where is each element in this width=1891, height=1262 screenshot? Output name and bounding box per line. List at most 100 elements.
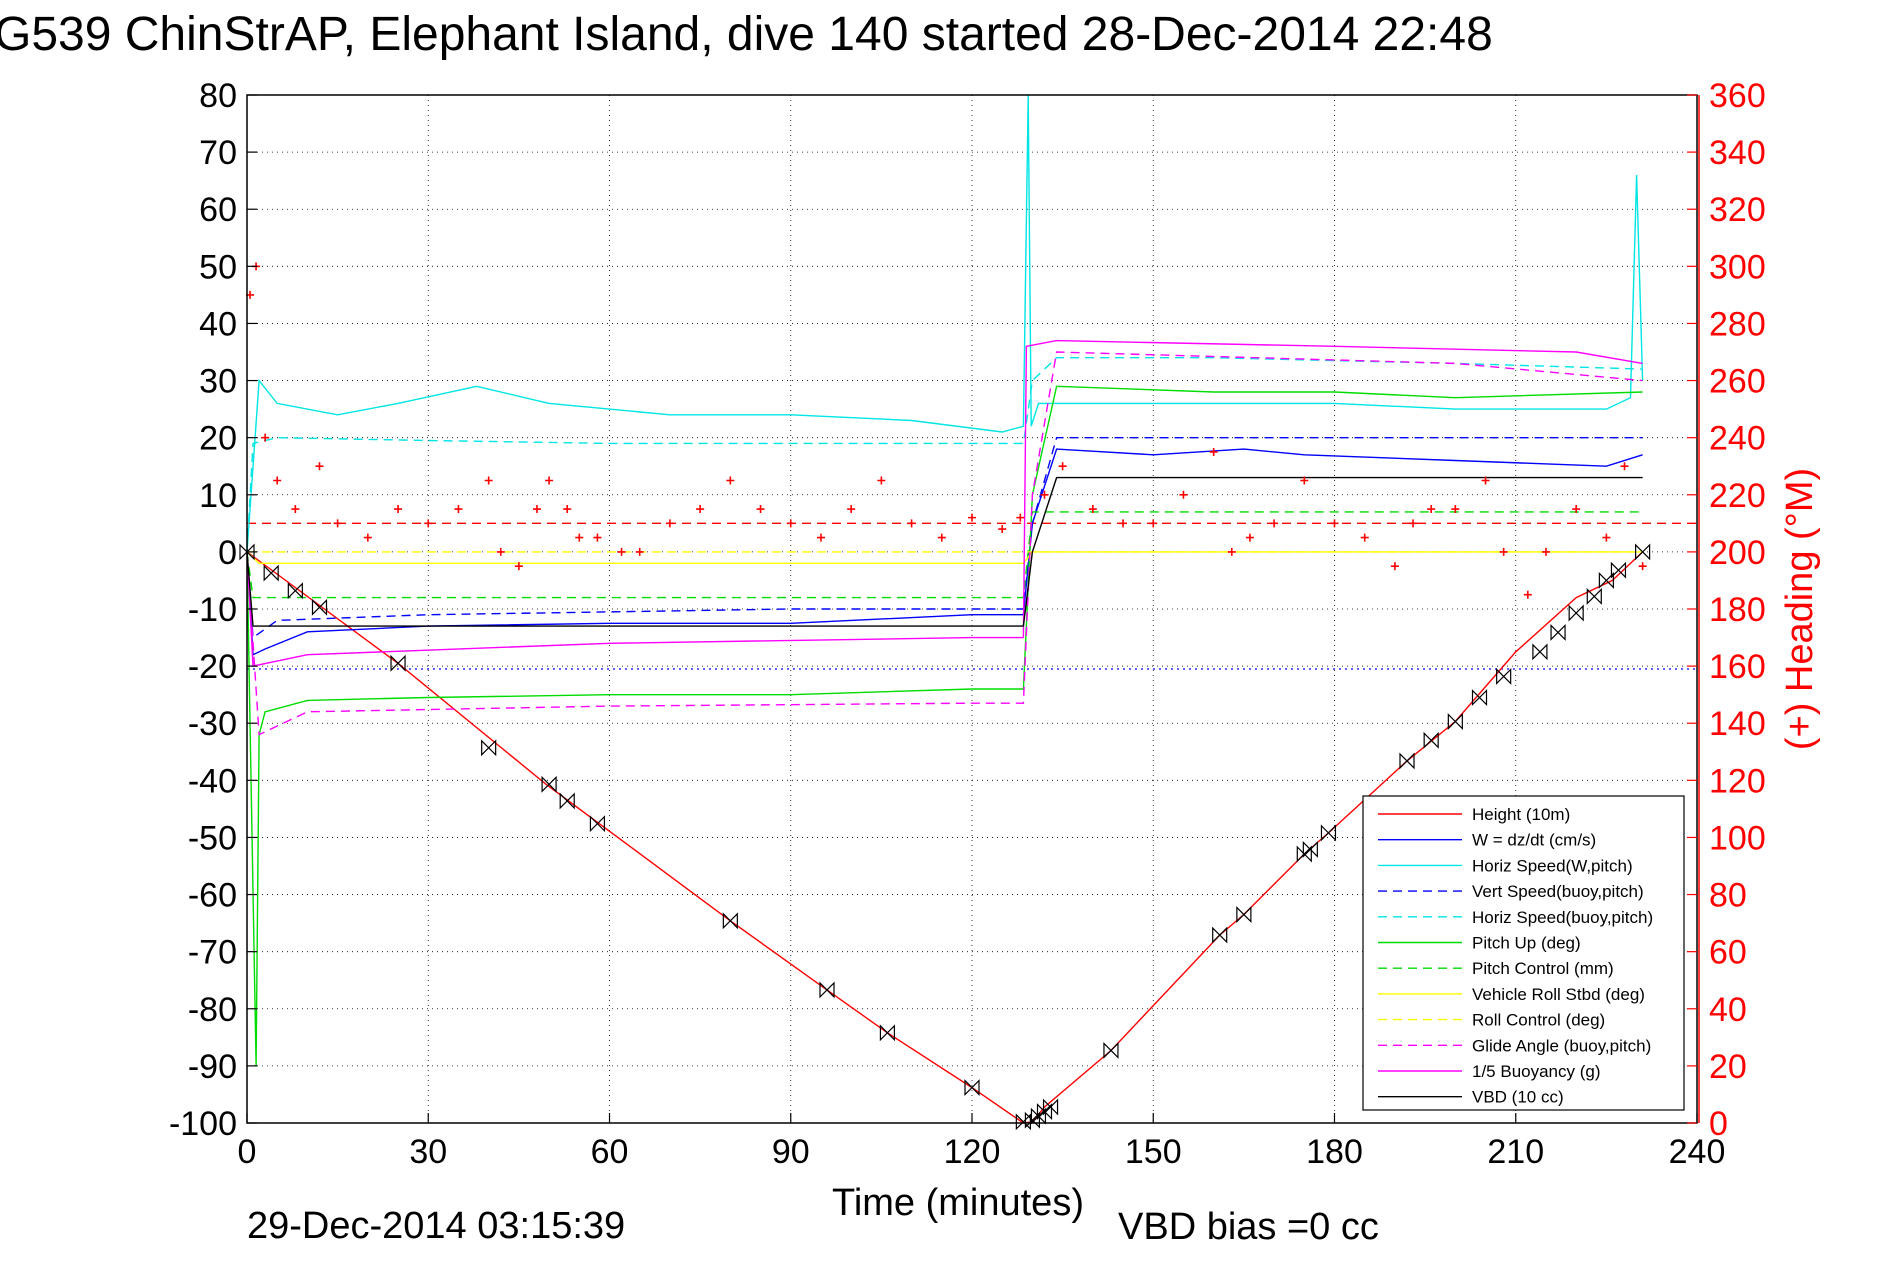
depth-marker — [541, 775, 557, 793]
depth-marker — [819, 981, 835, 999]
series-line-2 — [246, 94, 1644, 552]
depth-marker — [1103, 1042, 1119, 1059]
heading-point — [1523, 590, 1532, 599]
legend-entry-label: Horiz Speed(W,pitch) — [1472, 856, 1633, 875]
heading-point — [575, 533, 584, 542]
right-axis-ticks: 3603403203002802602402202001801601401201… — [1687, 77, 1766, 1143]
heading-point — [1149, 519, 1158, 528]
heading-point — [1270, 519, 1279, 528]
right-tick-label: 160 — [1709, 648, 1766, 686]
legend-entry-label: VBD (10 cc) — [1472, 1088, 1564, 1107]
depth-marker — [589, 815, 606, 833]
depth-marker — [1598, 571, 1614, 589]
series-line-11 — [246, 476, 1643, 627]
heading-markers — [246, 262, 1647, 599]
right-axis-label: (+) Heading (°M) — [1779, 468, 1821, 750]
series-line-4 — [246, 357, 1643, 552]
left-tick-label: 40 — [199, 305, 237, 343]
series-line-10 — [246, 339, 1643, 667]
x-axis-label: Time (minutes) — [832, 1182, 1084, 1224]
heading-point — [1602, 533, 1611, 542]
left-tick-label: -40 — [188, 762, 237, 800]
heading-point — [394, 505, 403, 514]
depth-marker — [1042, 1098, 1059, 1116]
bottom-tick-label: 0 — [238, 1133, 257, 1171]
heading-point — [1638, 562, 1647, 571]
bottom-tick-label: 240 — [1669, 1133, 1726, 1171]
right-tick-label: 240 — [1709, 420, 1766, 458]
depth-marker — [1399, 752, 1415, 770]
bottom-tick-label: 90 — [772, 1133, 810, 1171]
right-tick-label: 260 — [1709, 363, 1766, 401]
left-tick-label: -90 — [188, 1048, 237, 1086]
heading-point — [1481, 476, 1490, 485]
left-tick-label: 70 — [199, 134, 237, 172]
left-tick-label: -50 — [188, 819, 237, 857]
depth-marker — [559, 792, 575, 810]
left-tick-label: -10 — [188, 591, 237, 629]
heading-point — [261, 433, 270, 442]
depth-marker — [1635, 543, 1651, 561]
bottom-tick-label: 30 — [409, 1133, 447, 1171]
bottom-axis-ticks: 0 30 60 90 120 150 180 210 240 — [238, 1113, 1726, 1171]
series-line-7 — [246, 551, 1643, 564]
end-time-label: 29-Dec-2014 03:15:39 — [247, 1205, 625, 1247]
depth-marker — [287, 582, 303, 600]
heading-point — [968, 513, 976, 522]
heading-point — [665, 519, 674, 528]
heading-point — [1427, 505, 1436, 514]
chart-title: G539 ChinStrAP, Elephant Island, dive 14… — [0, 8, 1493, 61]
right-tick-label: 120 — [1709, 762, 1766, 800]
heading-point — [1499, 547, 1508, 556]
right-tick-label: 180 — [1709, 591, 1766, 629]
depth-marker — [1302, 840, 1318, 858]
heading-point — [1451, 505, 1460, 514]
bottom-tick-label: 210 — [1487, 1133, 1544, 1171]
right-tick-label: 360 — [1709, 77, 1766, 115]
depth-marker — [1423, 731, 1439, 749]
legend-entry-label: Roll Control (deg) — [1472, 1011, 1605, 1030]
heading-point — [847, 505, 856, 514]
legend-entry-label: W = dz/dt (cm/s) — [1472, 831, 1596, 850]
right-tick-label: 0 — [1709, 1105, 1728, 1143]
heading-point — [1245, 533, 1254, 542]
depth-marker — [1212, 926, 1228, 944]
heading-point — [1209, 447, 1218, 456]
depth-marker — [1036, 1103, 1053, 1121]
heading-point — [1390, 562, 1399, 571]
depth-markers — [239, 543, 1651, 1131]
legend-entry-label: 1/5 Buoyancy (g) — [1472, 1062, 1601, 1081]
heading-point — [635, 547, 644, 556]
heading-point — [484, 476, 493, 485]
bottom-tick-label: 150 — [1125, 1133, 1182, 1171]
right-tick-label: 200 — [1709, 534, 1766, 572]
heading-point — [315, 462, 324, 471]
heading-point — [533, 505, 541, 514]
depth-marker — [1496, 667, 1512, 685]
legend-entry-label: Horiz Speed(buoy,pitch) — [1472, 908, 1653, 927]
depth-marker — [1532, 643, 1548, 661]
heading-point — [756, 505, 765, 514]
heading-point — [1040, 490, 1049, 499]
heading-point — [1541, 547, 1550, 556]
heading-point — [907, 519, 916, 528]
right-tick-label: 320 — [1709, 191, 1766, 229]
heading-point — [816, 533, 825, 542]
depth-marker — [1471, 689, 1488, 706]
heading-point — [1016, 513, 1025, 522]
right-tick-label: 300 — [1709, 248, 1766, 286]
left-tick-label: 0 — [218, 534, 237, 572]
heading-point — [1409, 519, 1418, 528]
heading-point — [998, 525, 1007, 534]
right-tick-label: 140 — [1709, 705, 1766, 743]
left-tick-label: 60 — [199, 191, 237, 229]
right-tick-label: 280 — [1709, 305, 1766, 343]
heading-point — [1179, 490, 1188, 499]
right-tick-label: 60 — [1709, 934, 1747, 972]
depth-marker — [1447, 713, 1463, 730]
heading-point — [726, 476, 735, 485]
depth-marker — [879, 1024, 896, 1042]
left-tick-label: -30 — [188, 705, 237, 743]
right-tick-label: 80 — [1709, 877, 1747, 915]
legend-entry-label: Glide Angle (buoy,pitch) — [1472, 1036, 1651, 1055]
